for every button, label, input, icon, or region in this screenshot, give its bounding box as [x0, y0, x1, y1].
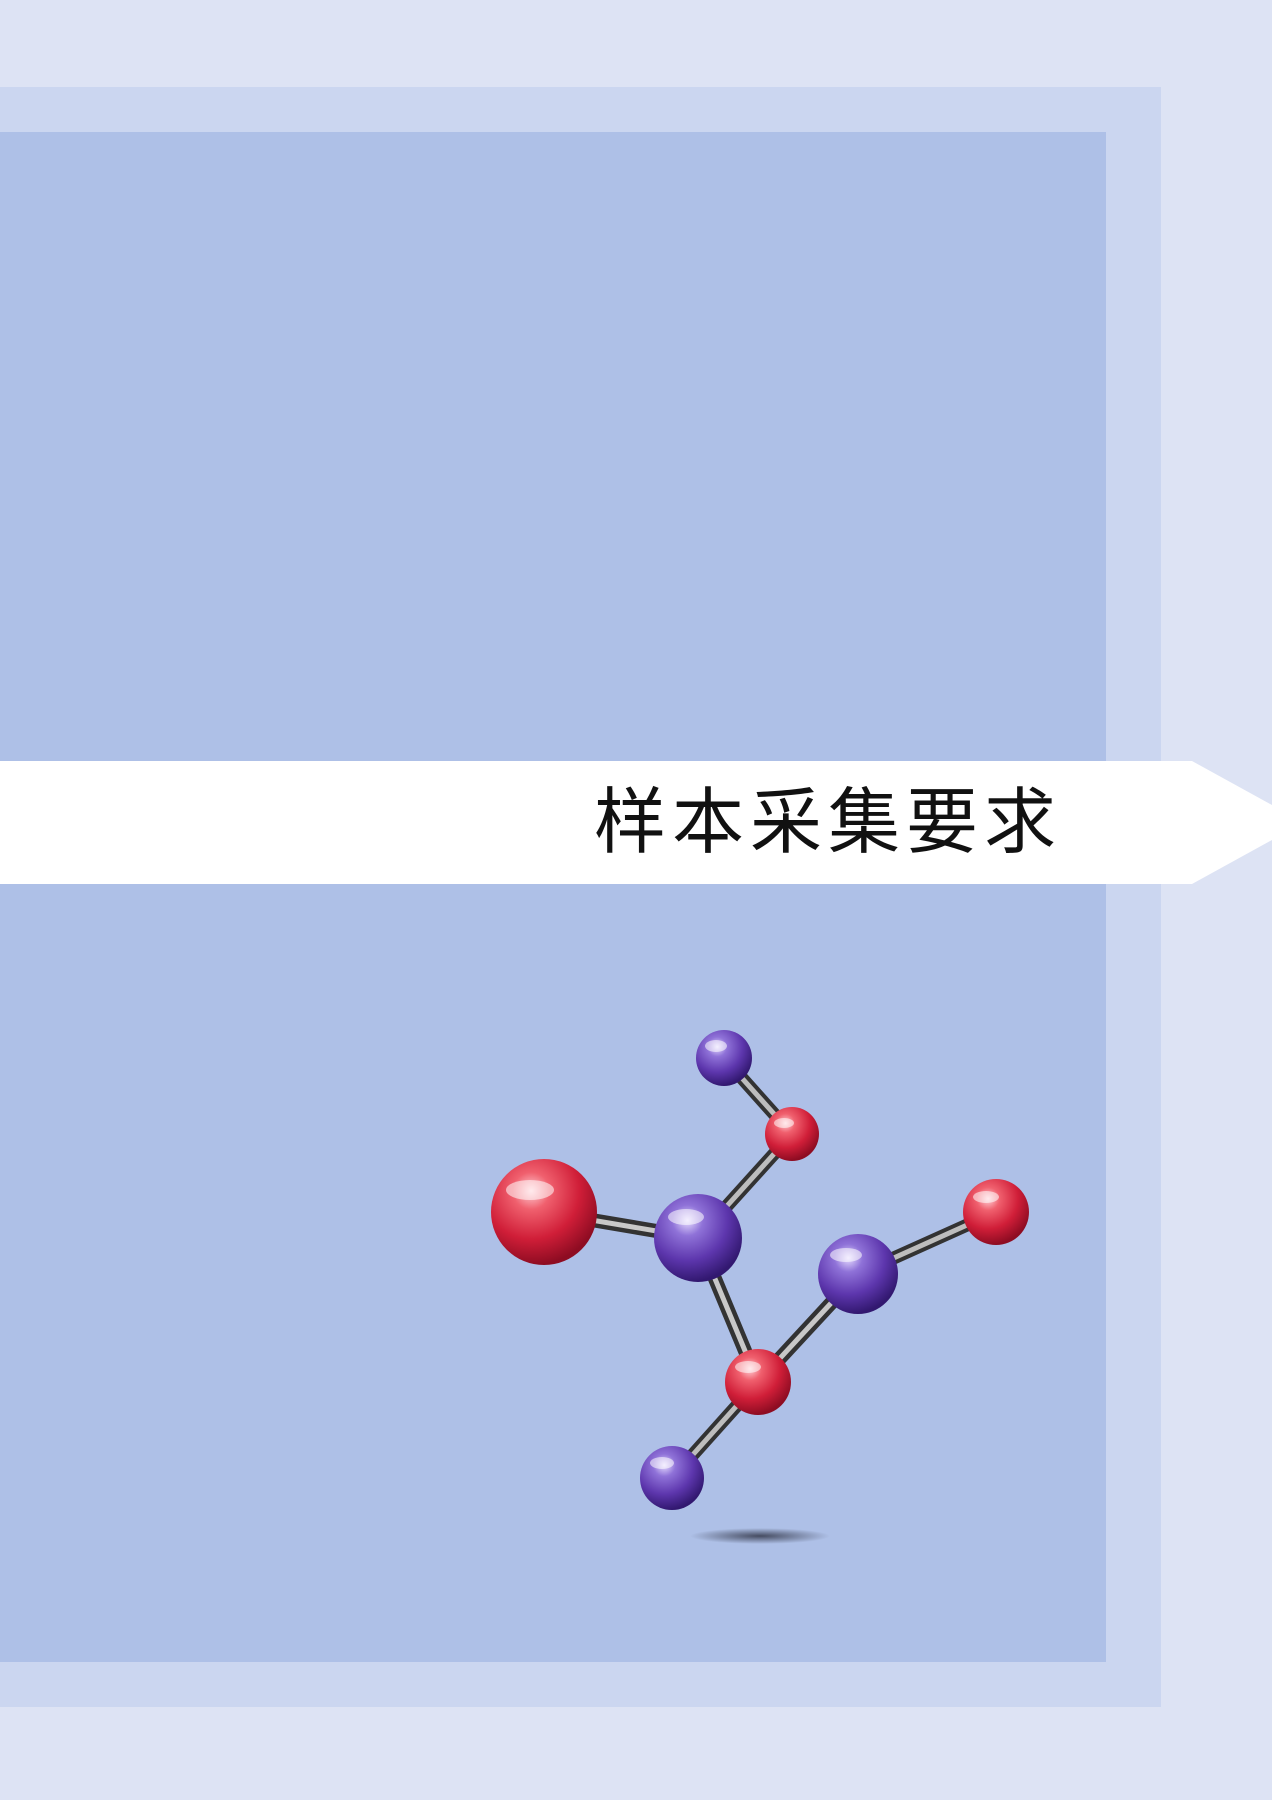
molecule-model-icon [470, 1010, 1050, 1570]
page-frame-inner [0, 132, 1106, 1662]
page-title: 样本采集要求 [593, 780, 1062, 864]
banner-arrow-shape [0, 761, 1272, 884]
title-banner: 样本采集要求 [0, 761, 1272, 884]
